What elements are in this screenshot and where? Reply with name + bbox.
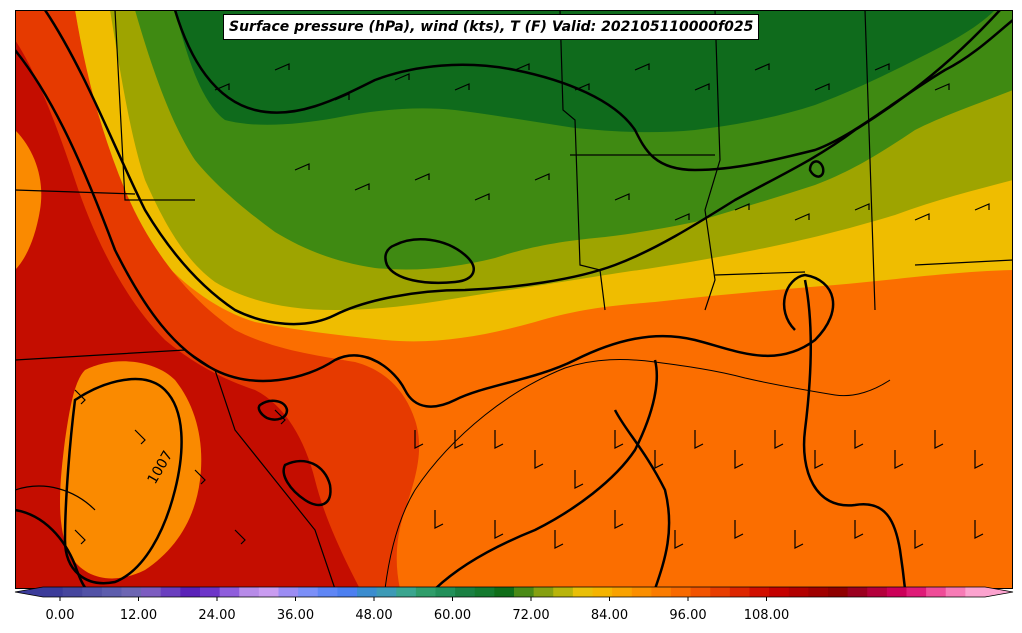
colorbar-cell xyxy=(690,587,711,597)
map-title: Surface pressure (hPa), wind (kts), T (F… xyxy=(223,14,760,40)
colorbar-cell xyxy=(43,587,64,597)
colorbar-cell xyxy=(101,587,122,597)
colorbar-cell xyxy=(141,587,162,597)
colorbar-cell xyxy=(357,587,378,597)
temperature-band-dark-green xyxy=(175,10,995,133)
colorbar-cell xyxy=(965,587,986,597)
colorbar-cell xyxy=(847,587,868,597)
colorbar-cell xyxy=(474,587,495,597)
colorbar-cell xyxy=(612,587,633,597)
colorbar-cell xyxy=(121,587,142,597)
colorbar-cell xyxy=(200,587,221,597)
colorbar-cell xyxy=(651,587,672,597)
colorbar-cell xyxy=(533,587,554,597)
colorbar-cell xyxy=(808,587,829,597)
colorbar-cell xyxy=(298,587,319,597)
temperature-band-orange-west-2 xyxy=(15,130,42,270)
colorbar-cell xyxy=(828,587,849,597)
colorbar-cell xyxy=(572,587,593,597)
weather-map: 1007 xyxy=(15,10,1013,589)
colorbar-tick-label: 36.00 xyxy=(276,608,315,623)
colorbar-cell xyxy=(867,587,888,597)
colorbar-cell xyxy=(435,587,456,597)
colorbar-cell xyxy=(239,587,260,597)
colorbar-cell xyxy=(945,587,966,597)
isobar-contours xyxy=(15,10,1013,589)
colorbar-cell xyxy=(514,587,535,597)
colorbar-tick-label: 12.00 xyxy=(119,608,158,623)
temperature-map-canvas: 1007 xyxy=(15,10,1013,589)
colorbar-tick-label: 48.00 xyxy=(355,608,393,623)
colorbar-cell xyxy=(337,587,358,597)
colorbar-tick-label: 60.00 xyxy=(433,608,472,623)
colorbar-tick-label: 0.00 xyxy=(45,608,75,623)
colorbar-tick-label: 24.00 xyxy=(198,608,236,623)
colorbar-cell xyxy=(926,587,947,597)
wind-barbs xyxy=(74,63,990,549)
colorbar-cell xyxy=(82,587,103,597)
colorbar-tick-label: 72.00 xyxy=(512,608,550,623)
colorbar xyxy=(14,586,1014,601)
colorbar-cell xyxy=(415,587,436,597)
colorbar-tick-label: 84.00 xyxy=(590,608,629,623)
colorbar-tick-label: 96.00 xyxy=(669,608,707,623)
colorbar-cell xyxy=(494,587,515,597)
colorbar-cell xyxy=(455,587,476,597)
colorbar-extend-low xyxy=(15,587,43,597)
colorbar-cell xyxy=(278,587,299,597)
temperature-band-orange-west xyxy=(60,361,202,579)
colorbar-cell xyxy=(769,587,790,597)
colorbar-cell xyxy=(62,587,83,597)
colorbar-cell xyxy=(376,587,397,597)
colorbar-cell xyxy=(396,587,417,597)
colorbar-cell xyxy=(219,587,240,597)
colorbar-tick-label: 108.00 xyxy=(743,608,790,623)
colorbar-cell xyxy=(886,587,907,597)
colorbar-cell xyxy=(258,587,279,597)
colorbar-cell xyxy=(906,587,927,597)
colorbar-extend-high xyxy=(985,587,1013,597)
colorbar-cell xyxy=(729,587,750,597)
colorbar-cell xyxy=(631,587,652,597)
colorbar-cell xyxy=(749,587,770,597)
colorbar-cell xyxy=(317,587,338,597)
colorbar-outline xyxy=(14,586,1014,598)
colorbar-cell xyxy=(671,587,692,597)
colorbar-cell xyxy=(592,587,613,597)
colorbar-cell xyxy=(788,587,809,597)
colorbar-cell xyxy=(180,587,201,597)
colorbar-cell xyxy=(160,587,181,597)
colorbar-cell xyxy=(710,587,731,597)
colorbar-cell xyxy=(553,587,574,597)
